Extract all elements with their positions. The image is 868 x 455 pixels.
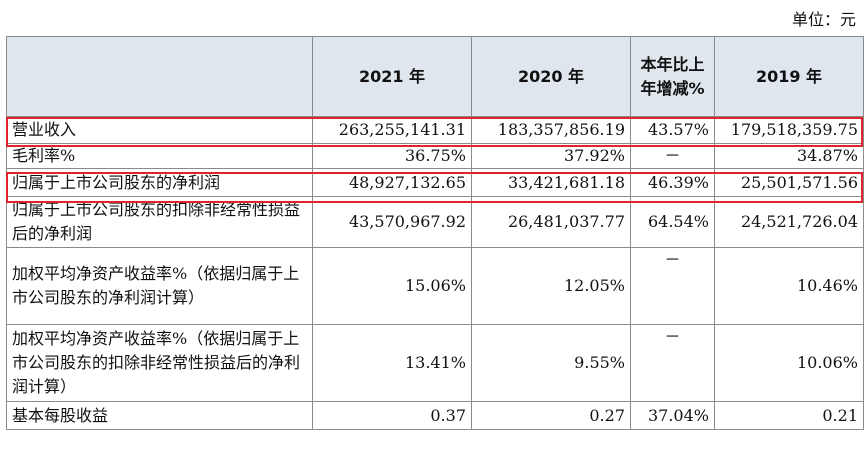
cell-2019: 179,518,359.75: [714, 116, 864, 144]
cell-2021: 43,570,967.92: [312, 196, 472, 248]
cell-2019: 24,521,726.04: [714, 196, 864, 248]
cell-2021: 263,255,141.31: [312, 116, 472, 144]
cell-2021: 48,927,132.65: [312, 168, 472, 197]
table-row: 基本每股收益 0.37 0.27 37.04% 0.21: [6, 401, 864, 430]
cell-change: －: [630, 143, 715, 169]
header-2020: 2020 年: [471, 36, 631, 117]
cell-2021: 13.41%: [312, 324, 472, 402]
table-row: 毛利率% 36.75% 37.92% － 34.87%: [6, 143, 864, 169]
table-row: 加权平均净资产收益率%（依据归属于上市公司股东的扣除非经常性损益后的净利润计算）…: [6, 324, 864, 402]
header-2019: 2019 年: [714, 36, 864, 117]
cell-2021: 15.06%: [312, 247, 472, 325]
cell-change: 43.57%: [630, 116, 715, 144]
cell-2019: 10.06%: [714, 324, 864, 402]
cell-2020: 9.55%: [471, 324, 631, 402]
row-label: 加权平均净资产收益率%（依据归属于上市公司股东的扣除非经常性损益后的净利润计算）: [6, 324, 313, 402]
cell-2021: 36.75%: [312, 143, 472, 169]
cell-2020: 183,357,856.19: [471, 116, 631, 144]
cell-2021: 0.37: [312, 401, 472, 430]
row-label: 基本每股收益: [6, 401, 313, 430]
cell-2020: 37.92%: [471, 143, 631, 169]
row-label: 加权平均净资产收益率%（依据归属于上市公司股东的净利润计算）: [6, 247, 313, 325]
cell-change: －: [630, 247, 715, 325]
unit-label: 单位：元: [791, 10, 856, 29]
table-header-row: 2021 年 2020 年 本年比上年增减% 2019 年: [6, 36, 864, 117]
cell-change: －: [630, 324, 715, 402]
cell-change: 46.39%: [630, 168, 715, 197]
cell-2019: 34.87%: [714, 143, 864, 169]
row-label: 营业收入: [6, 116, 313, 144]
row-label: 归属于上市公司股东的扣除非经常性损益后的净利润: [6, 196, 313, 248]
table-row: 营业收入 263,255,141.31 183,357,856.19 43.57…: [6, 116, 864, 144]
row-label: 归属于上市公司股东的净利润: [6, 168, 313, 197]
cell-2019: 0.21: [714, 401, 864, 430]
cell-2020: 12.05%: [471, 247, 631, 325]
header-2021: 2021 年: [312, 36, 472, 117]
cell-2019: 10.46%: [714, 247, 864, 325]
table-row: 归属于上市公司股东的净利润 48,927,132.65 33,421,681.1…: [6, 168, 864, 197]
cell-2020: 33,421,681.18: [471, 168, 631, 197]
cell-change: 64.54%: [630, 196, 715, 248]
table-row: 加权平均净资产收益率%（依据归属于上市公司股东的净利润计算） 15.06% 12…: [6, 247, 864, 325]
cell-2019: 25,501,571.56: [714, 168, 864, 197]
header-item: [6, 36, 313, 117]
cell-2020: 26,481,037.77: [471, 196, 631, 248]
header-change: 本年比上年增减%: [630, 36, 715, 117]
row-label: 毛利率%: [6, 143, 313, 169]
table-row: 归属于上市公司股东的扣除非经常性损益后的净利润 43,570,967.92 26…: [6, 196, 864, 248]
cell-2020: 0.27: [471, 401, 631, 430]
financial-table: 2021 年 2020 年 本年比上年增减% 2019 年 营业收入 263,2…: [6, 36, 864, 430]
cell-change: 37.04%: [630, 401, 715, 430]
